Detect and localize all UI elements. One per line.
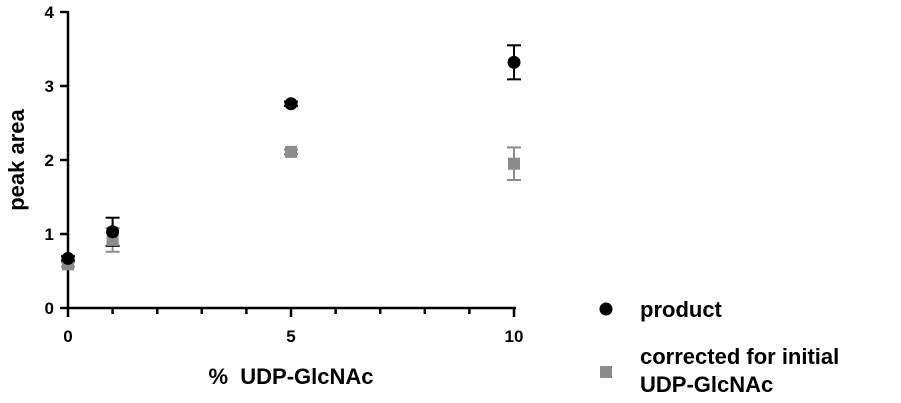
y-tick-label: 4 — [45, 3, 55, 22]
y-axis-title: peak area — [4, 108, 29, 210]
y-tick-label: 1 — [45, 225, 54, 244]
legend-label-line: UDP-GlcNAc — [640, 372, 773, 397]
x-tick-label: 5 — [286, 327, 295, 346]
y-tick-label: 2 — [45, 151, 54, 170]
x-axis-title: % UDP-GlcNAc — [208, 364, 373, 389]
legend-marker-circle — [599, 302, 613, 316]
data-point-square — [285, 145, 297, 158]
y-tick-label: 0 — [45, 299, 54, 318]
legend: product corrected for initial UDP-GlcNAc — [599, 297, 839, 397]
legend-label: corrected for initial UDP-GlcNAc — [640, 344, 839, 397]
legend-label: product — [640, 297, 723, 322]
legend-marker-square — [600, 366, 612, 378]
legend-label-line: corrected for initial — [640, 344, 839, 369]
data-point-circle — [61, 251, 75, 265]
data-point-circle — [507, 55, 521, 69]
data-point-circle — [106, 225, 120, 239]
data-points — [61, 55, 521, 271]
axes: 0 1 2 3 4 0 5 10 — [45, 3, 524, 346]
data-point-square — [508, 157, 520, 170]
y-tick-label: 3 — [45, 77, 54, 96]
x-tick-label: 10 — [505, 327, 524, 346]
data-point-circle — [284, 97, 298, 111]
x-tick-label: 0 — [63, 327, 72, 346]
